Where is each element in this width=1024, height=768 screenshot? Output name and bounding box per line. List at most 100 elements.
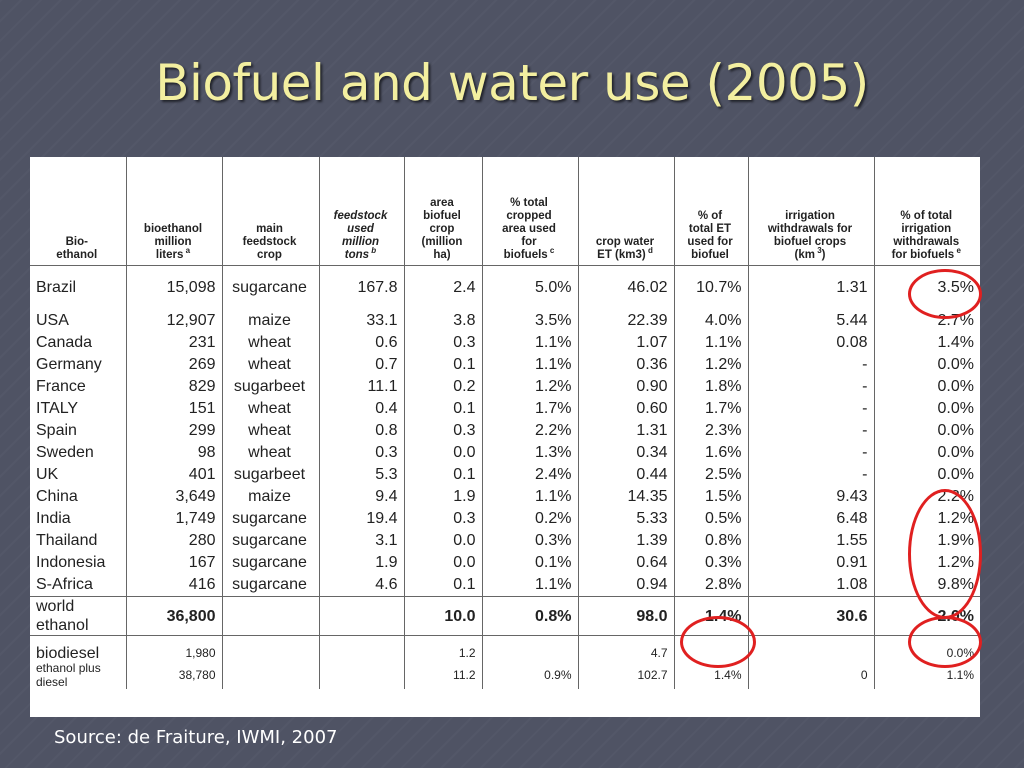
cell-feedstock-used: 9.4: [318, 486, 404, 508]
cell-country: S-Africa: [36, 576, 93, 593]
cell-crop-et: 1.07: [577, 332, 674, 354]
cell-country: world ethanol: [30, 596, 126, 636]
cell-bioethanol: 12,907: [125, 310, 222, 332]
cell-feedstock-used: 5.3: [318, 464, 404, 486]
cell-crop-et: 4.7: [577, 646, 674, 661]
cell-feedstock-used: 1.9: [318, 552, 404, 574]
cell-feedstock-crop: sugarcane: [221, 508, 319, 530]
header-pct-area: % total cropped area used for biofuels c: [481, 157, 578, 266]
cell-crop-et: 0.36: [577, 354, 674, 376]
cell-crop-et: 0.44: [577, 464, 674, 486]
cell-country: Spain: [36, 422, 77, 439]
biofuel-water-table: Bio-ethanol bioethanol million liters a main…: [30, 157, 980, 689]
cell-pct-area: 0.3%: [481, 530, 578, 552]
cell-feedstock-crop: maize: [221, 310, 319, 332]
slide-title: Biofuel and water use (2005): [155, 54, 869, 112]
cell-pct-area: 1.1%: [481, 332, 578, 354]
cell-pct-irrigation: 0.0%: [873, 464, 980, 486]
cell-feedstock-crop: wheat: [221, 442, 319, 464]
cell-pct-area: 1.1%: [481, 354, 578, 376]
cell-irrigation: -: [747, 420, 874, 442]
cell-bioethanol: 1,749: [125, 508, 222, 530]
cell-pct-et: 1.4%: [673, 596, 748, 636]
cell-pct-area: 5.0%: [481, 265, 578, 310]
cell-area: 11.2: [403, 661, 482, 689]
cell-pct-area: 1.1%: [481, 486, 578, 508]
spacer-cell: [318, 635, 404, 646]
cell-area: 0.3: [403, 332, 482, 354]
cell-area: 0.1: [403, 354, 482, 376]
cell-pct-et: 10.7%: [673, 265, 748, 310]
cell-pct-et: [673, 646, 748, 661]
cell-pct-et: 1.2%: [673, 354, 748, 376]
cell-crop-et: 0.34: [577, 442, 674, 464]
spacer-cell: [873, 635, 980, 646]
cell-crop-et: 0.60: [577, 398, 674, 420]
cell-crop-et: 0.90: [577, 376, 674, 398]
cell-feedstock-crop: maize: [221, 486, 319, 508]
cell-pct-irrigation: 9.8%: [873, 574, 980, 597]
cell-pct-irrigation: 1.2%: [873, 508, 980, 530]
header-bioethanol: bioethanol million liters a: [125, 157, 222, 266]
cell-feedstock-crop: wheat: [221, 420, 319, 442]
cell-feedstock-used: 33.1: [318, 310, 404, 332]
cell-pct-irrigation: 0.0%: [873, 442, 980, 464]
cell-irrigation: 6.48: [747, 508, 874, 530]
cell-pct-irrigation: 1.4%: [873, 332, 980, 354]
table-row: ITALY 151 wheat 0.4 0.1 1.7% 0.60 1.7% -0.0%: [30, 398, 980, 420]
cell-country: Thailand: [36, 532, 98, 549]
cell-country: Indonesia: [36, 554, 106, 571]
cell-irrigation: 9.43: [747, 486, 874, 508]
header-pct-irrigation: % of total irrigation withdrawals for biofu…: [873, 157, 980, 266]
cell-bioethanol: 38,780: [125, 661, 222, 689]
cell-bioethanol: 36,800: [125, 596, 222, 636]
cell-pct-area: 1.7%: [481, 398, 578, 420]
cell-area: 0.1: [403, 574, 482, 597]
table-row: Thailand 280 sugarcane 3.1 0.0 0.3% 1.39 0.8% 1.…: [30, 530, 980, 552]
spacer-cell: [125, 635, 222, 646]
cell-feedstock-used: [318, 646, 404, 661]
cell-country: Sweden: [36, 444, 94, 461]
cell-feedstock-used: 0.4: [318, 398, 404, 420]
header-area: area biofuel crop (million ha): [403, 157, 482, 266]
table-row: Indonesia 167 sugarcane 1.9 0.0 0.1% 0.64 0.3% 0…: [30, 552, 980, 574]
cell-country: France: [36, 378, 86, 395]
cell-crop-et: 5.33: [577, 508, 674, 530]
cell-bioethanol: 231: [125, 332, 222, 354]
cell-feedstock-used: 0.3: [318, 442, 404, 464]
cell-crop-et: 0.94: [577, 574, 674, 597]
cell-pct-area: [481, 646, 578, 661]
cell-pct-irrigation: 0.0%: [873, 646, 980, 661]
cell-area: 1.9: [403, 486, 482, 508]
cell-country: UK: [36, 466, 59, 483]
cell-bioethanol: 416: [125, 574, 222, 597]
cell-feedstock-used: 0.8: [318, 420, 404, 442]
cell-country: Canada: [36, 334, 93, 351]
cell-irrigation: 0: [747, 661, 874, 689]
cell-area: 0.1: [403, 398, 482, 420]
cell-pct-area: 2.4%: [481, 464, 578, 486]
cell-area: 3.8: [403, 310, 482, 332]
cell-pct-irrigation: 1.9%: [873, 530, 980, 552]
cell-feedstock-crop: sugarcane: [221, 552, 319, 574]
cell-crop-et: 0.64: [577, 552, 674, 574]
cell-bioethanol: 98: [125, 442, 222, 464]
cell-feedstock-crop: wheat: [221, 332, 319, 354]
cell-pct-et: 0.3%: [673, 552, 748, 574]
cell-pct-irrigation: 1.1%: [873, 661, 980, 689]
cell-irrigation: 0.08: [747, 332, 874, 354]
table-row: Canada 231 wheat 0.6 0.3 1.1% 1.07 1.1% 0.08 1.4%: [30, 332, 980, 354]
cell-pct-irrigation: 2.0%: [873, 596, 980, 636]
cell-area: 0.0: [403, 530, 482, 552]
cell-irrigation: -: [747, 442, 874, 464]
spacer-cell: [577, 635, 674, 646]
cell-feedstock-used: [318, 661, 404, 689]
cell-pct-irrigation: 3.5%: [873, 265, 980, 310]
cell-pct-area: 0.2%: [481, 508, 578, 530]
table-row: UK 401 sugarbeet 5.3 0.1 2.4% 0.44 2.5% -0.0%: [30, 464, 980, 486]
cell-area: 0.2: [403, 376, 482, 398]
table-row: China 3,649 maize 9.4 1.9 1.1% 14.35 1.5% 9.43 2.…: [30, 486, 980, 508]
cell-feedstock-crop: [221, 646, 319, 661]
cell-pct-et: 2.5%: [673, 464, 748, 486]
cell-irrigation: 5.44: [747, 310, 874, 332]
